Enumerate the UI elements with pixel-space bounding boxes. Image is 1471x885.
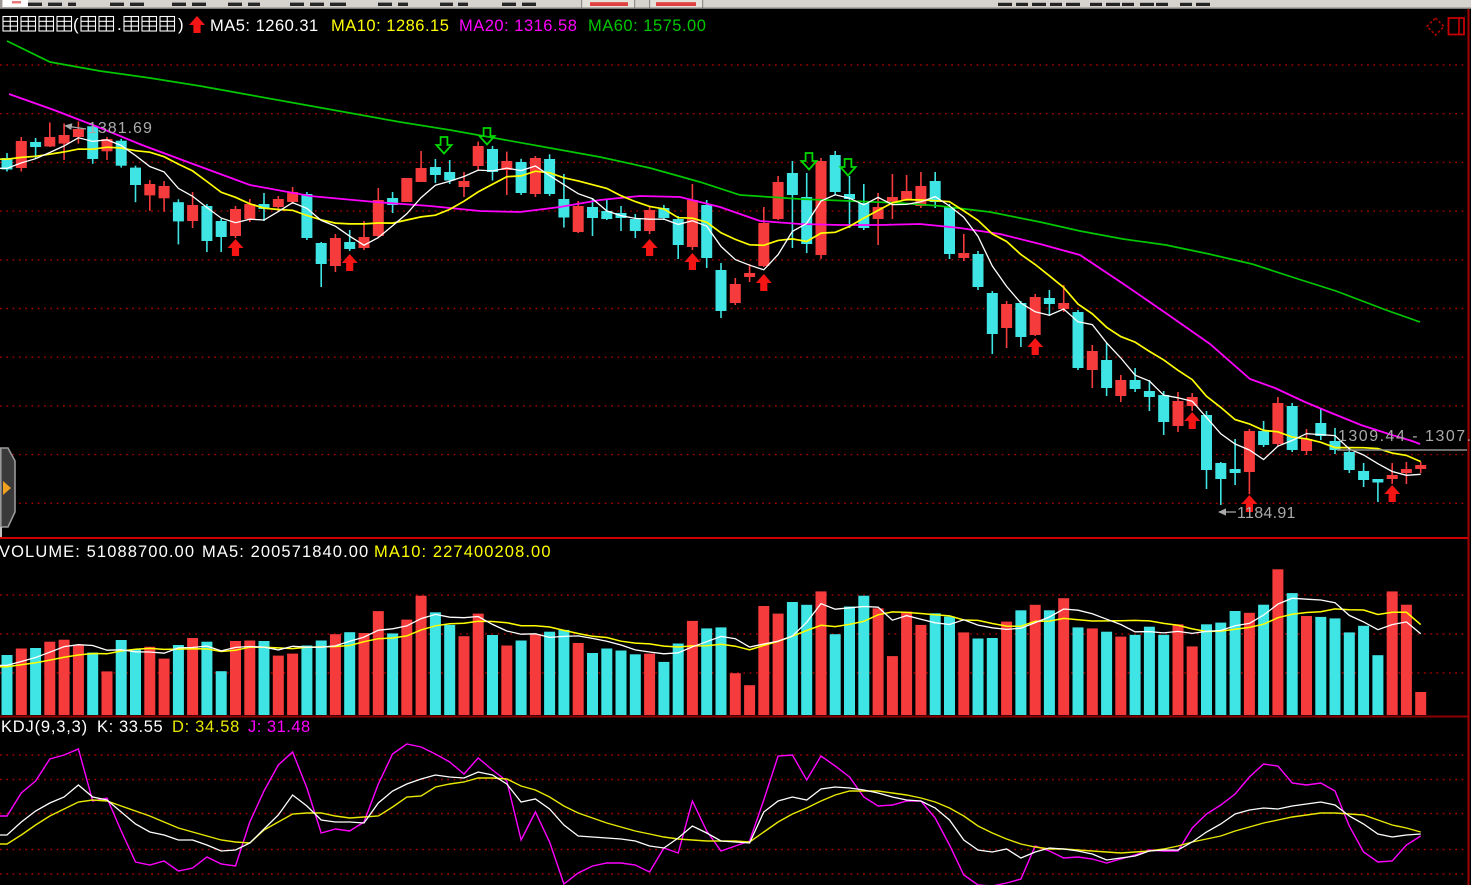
svg-text:VOLUME: 51088700.00: VOLUME: 51088700.00 (0, 543, 195, 561)
svg-text:J: 31.48: J: 31.48 (248, 718, 311, 736)
svg-text:): ) (178, 15, 184, 34)
svg-text:KDJ(9,3,3): KDJ(9,3,3) (1, 718, 88, 736)
svg-text:MA5: 200571840.00: MA5: 200571840.00 (202, 543, 369, 561)
svg-text:1184.91: 1184.91 (1237, 505, 1296, 522)
svg-text:1309.44 - 1307.: 1309.44 - 1307. (1338, 428, 1471, 445)
svg-text:1381.69: 1381.69 (88, 120, 153, 137)
svg-text:MA20: 1316.58: MA20: 1316.58 (459, 17, 577, 35)
svg-text:MA5: 1260.31: MA5: 1260.31 (210, 17, 319, 35)
svg-text:MA10: 227400208.00: MA10: 227400208.00 (374, 543, 552, 561)
svg-text:MA10: 1286.15: MA10: 1286.15 (331, 17, 449, 35)
svg-text:(: ( (73, 15, 79, 34)
svg-text:K: 33.55: K: 33.55 (97, 718, 163, 736)
svg-text:.: . (117, 15, 122, 34)
svg-text:MA60: 1575.00: MA60: 1575.00 (588, 17, 706, 35)
svg-text:D: 34.58: D: 34.58 (172, 718, 240, 736)
